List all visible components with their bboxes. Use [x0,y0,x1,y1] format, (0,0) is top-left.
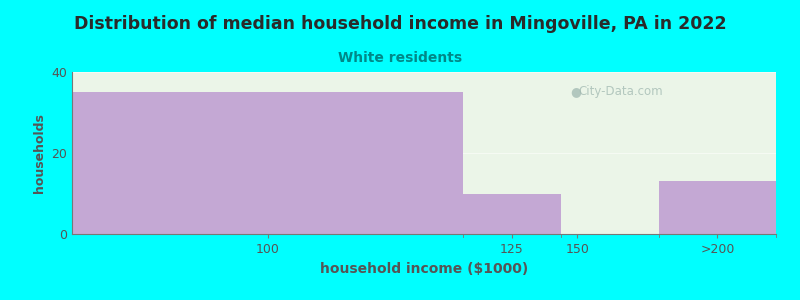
Bar [72,92,463,234]
X-axis label: household income ($1000): household income ($1000) [320,262,528,276]
Bar [658,181,776,234]
Text: Distribution of median household income in Mingoville, PA in 2022: Distribution of median household income … [74,15,726,33]
Text: White residents: White residents [338,51,462,65]
Text: ●: ● [570,85,581,98]
Y-axis label: households: households [33,113,46,193]
Bar [463,194,561,234]
Text: City-Data.com: City-Data.com [579,85,663,98]
